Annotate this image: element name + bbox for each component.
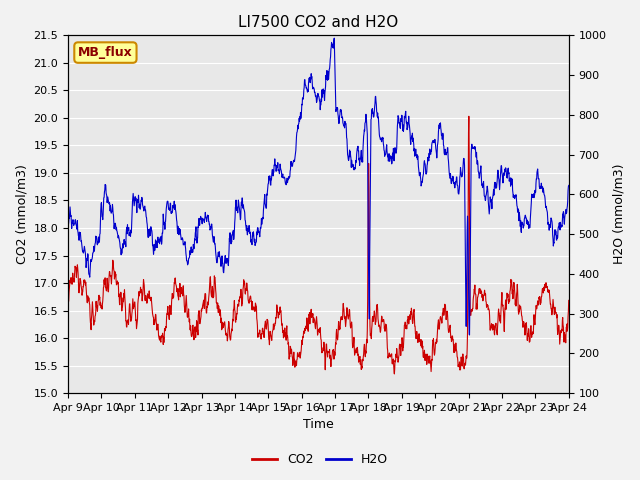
Y-axis label: H2O (mmol/m3): H2O (mmol/m3)	[612, 164, 625, 264]
Legend: CO2, H2O: CO2, H2O	[247, 448, 393, 471]
Title: LI7500 CO2 and H2O: LI7500 CO2 and H2O	[238, 15, 399, 30]
Text: MB_flux: MB_flux	[78, 46, 132, 59]
Y-axis label: CO2 (mmol/m3): CO2 (mmol/m3)	[15, 164, 28, 264]
X-axis label: Time: Time	[303, 419, 333, 432]
